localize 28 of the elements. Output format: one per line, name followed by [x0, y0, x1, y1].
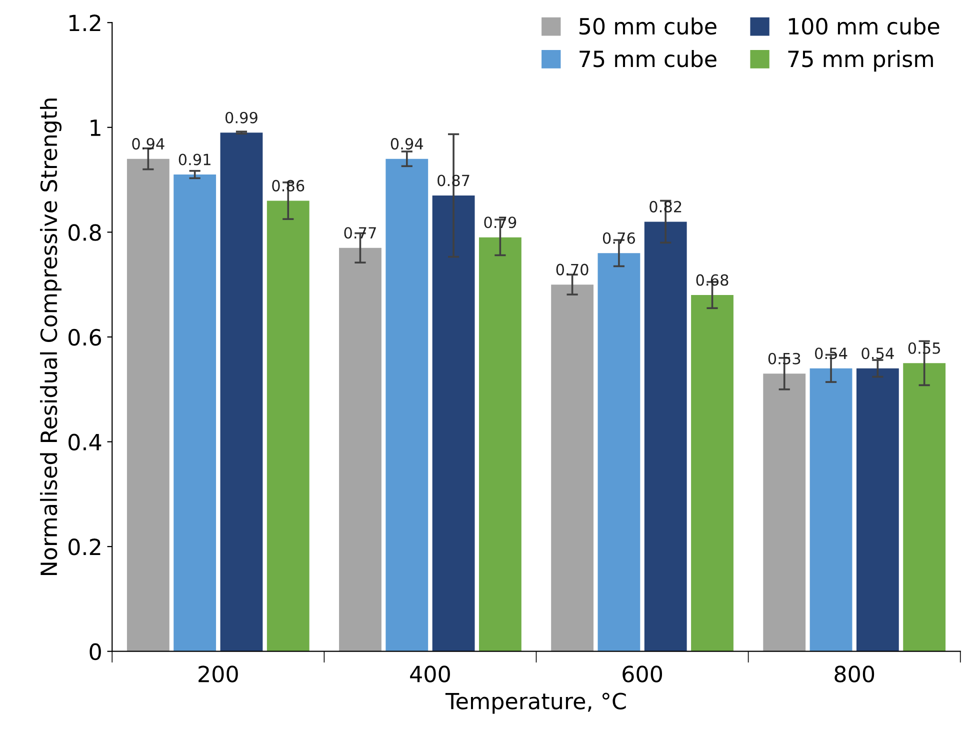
data-label: 0.77: [344, 227, 376, 239]
data-label: 0.94: [132, 138, 164, 150]
x-tick-label: 800: [834, 666, 874, 682]
y-tick-label: 0.6: [68, 328, 102, 346]
data-label: 0.53: [768, 352, 800, 364]
data-label: 0.76: [602, 232, 635, 244]
legend-label: 50 mm cube: [580, 17, 716, 35]
x-tick-label: 600: [622, 666, 662, 682]
x-tick-label: 400: [410, 666, 450, 682]
data-label: 0.70: [556, 264, 588, 276]
y-tick-label: 1.2: [70, 14, 100, 32]
y-tick-label: 0: [90, 643, 101, 660]
legend-label: 75 mm prism: [788, 50, 933, 72]
y-tick-label: 1: [90, 120, 100, 136]
data-label: 0.91: [178, 154, 210, 166]
data-label: 0.94: [390, 138, 424, 150]
x-axis-title: Temperature, °C: [445, 692, 626, 714]
legend-label: 75 mm cube: [580, 50, 716, 68]
data-label: 0.54: [815, 348, 848, 360]
data-label: 0.54: [862, 348, 894, 360]
y-tick-label: 0.2: [68, 538, 100, 556]
data-label: 0.99: [225, 112, 258, 124]
data-label: 0.68: [696, 274, 728, 286]
y-axis-title: Normalised Residual Compressive Strength: [40, 98, 62, 575]
x-tick-label: 200: [198, 666, 238, 682]
legend-label: 100 mm cube: [788, 17, 940, 35]
y-tick-label: 0.4: [68, 434, 102, 451]
y-tick-label: 0.8: [68, 224, 101, 241]
